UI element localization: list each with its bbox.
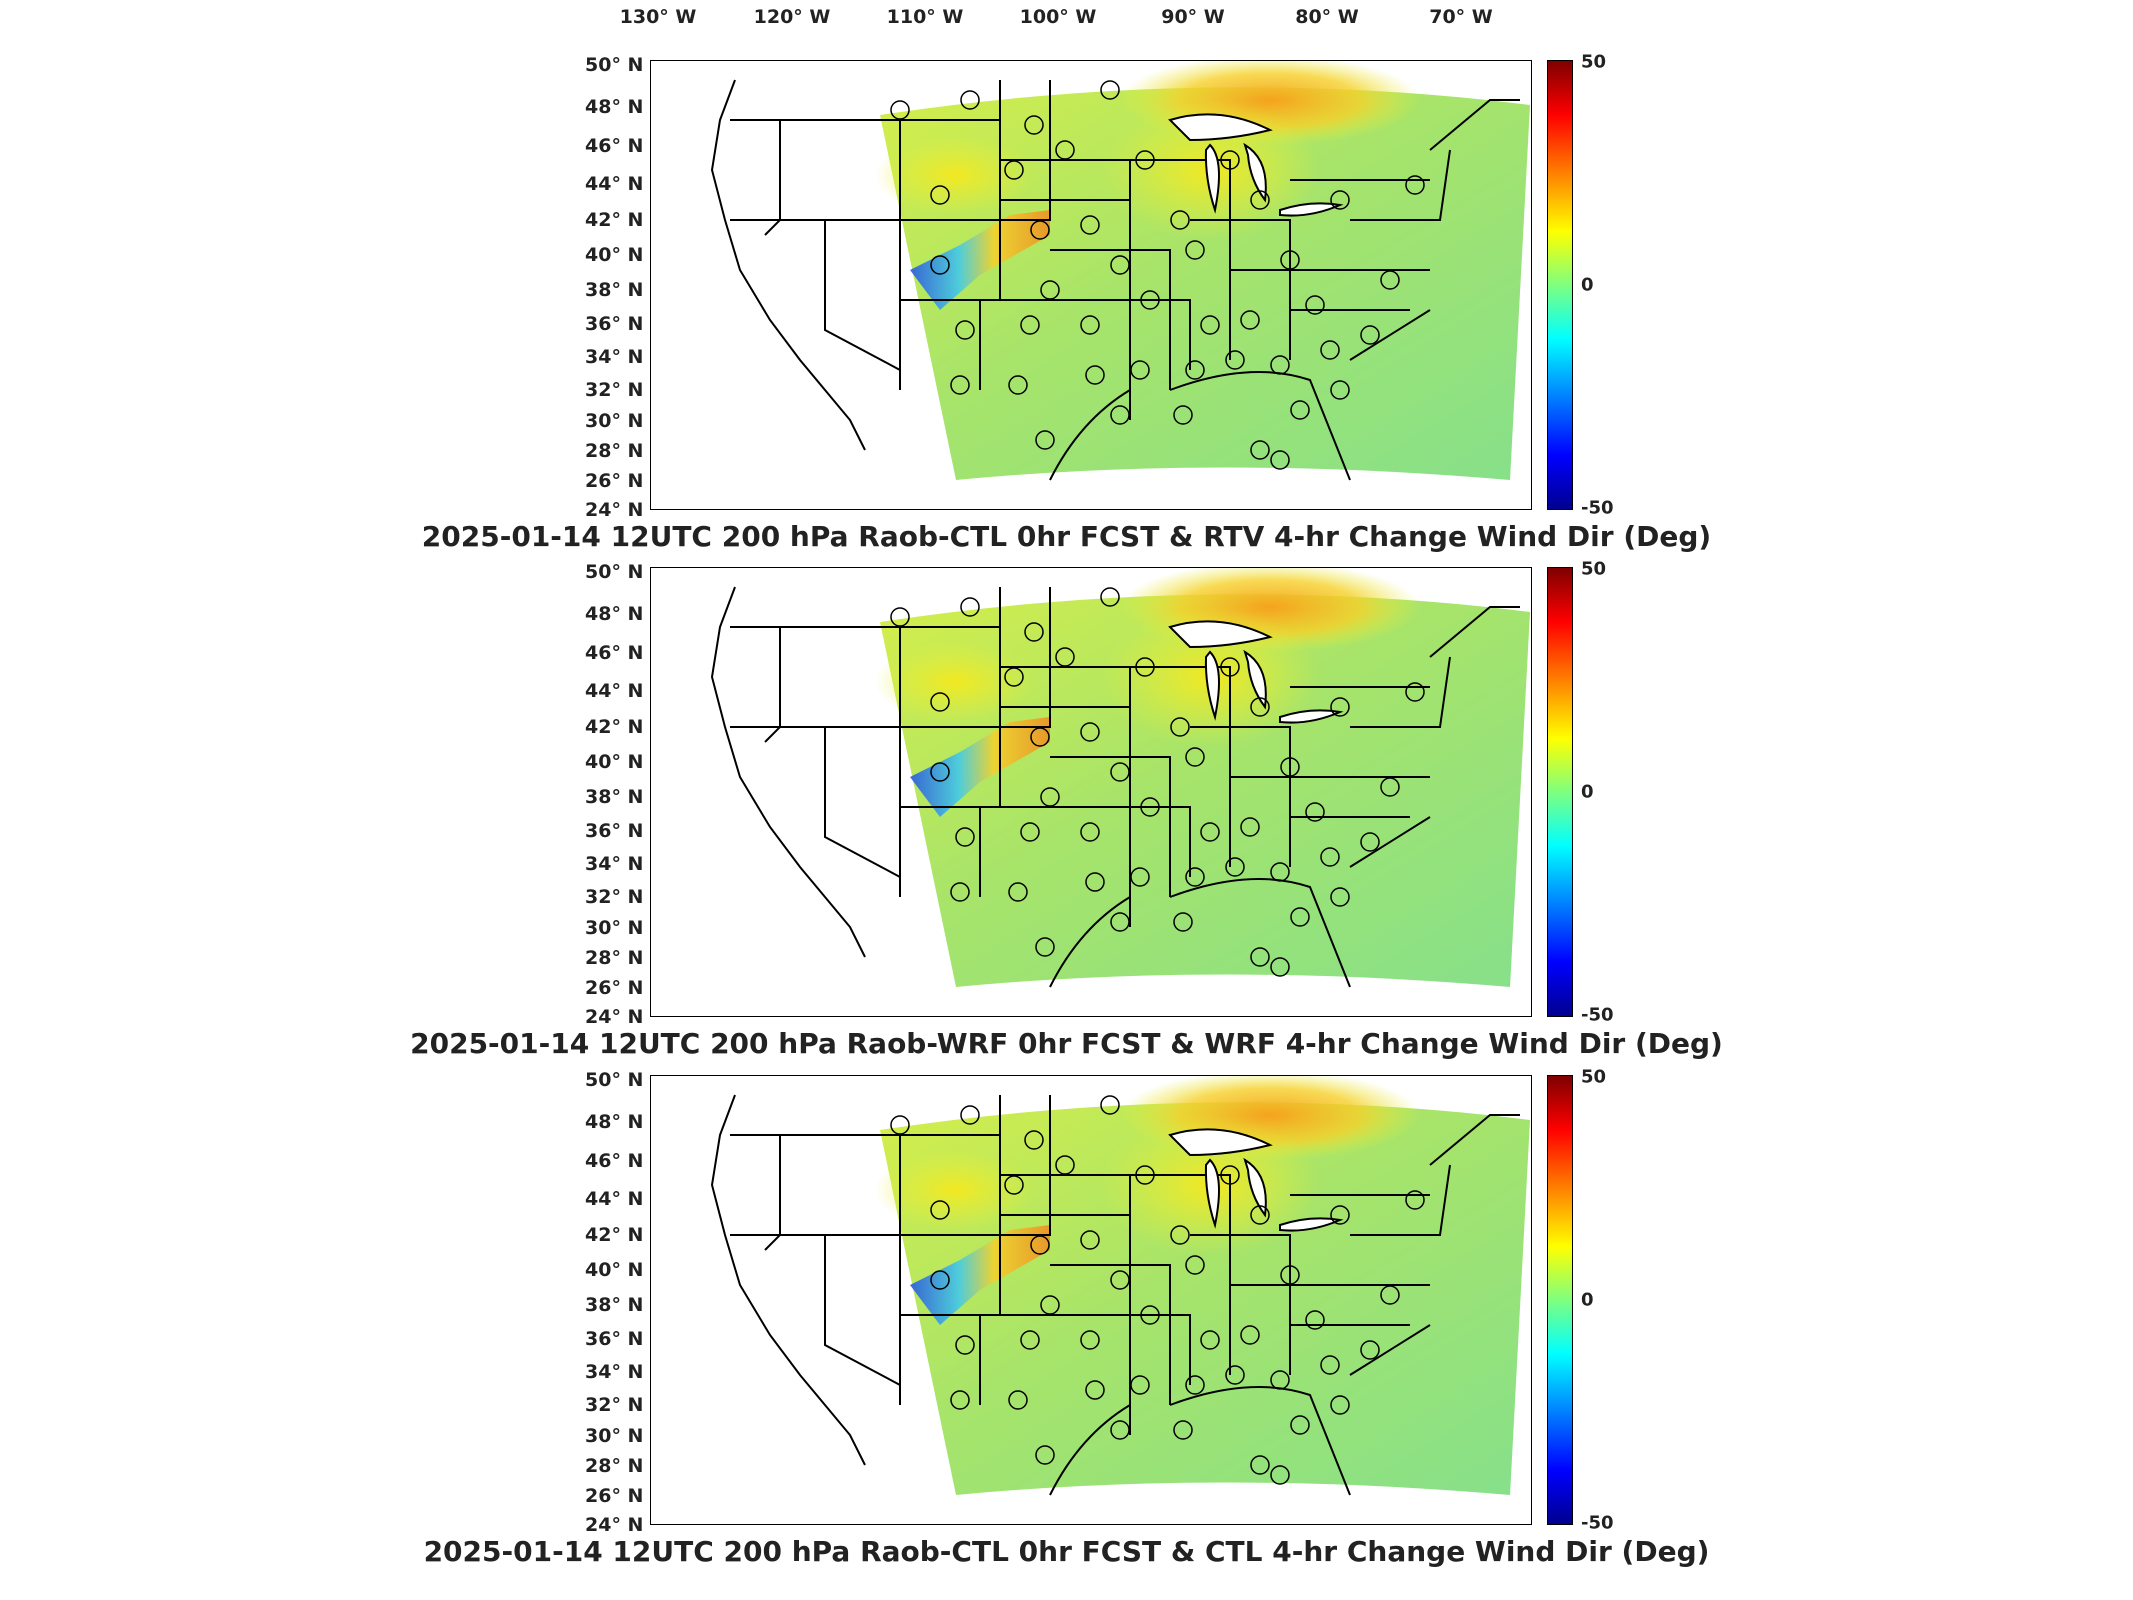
lat-label: 38° N xyxy=(585,1294,644,1316)
lat-label: 50° N xyxy=(585,54,644,76)
lon-label: 90° W xyxy=(1161,6,1225,28)
lon-label: 120° W xyxy=(753,6,831,28)
lat-label: 40° N xyxy=(585,1259,644,1281)
lat-label: 48° N xyxy=(585,603,644,625)
panel-title: 2025-01-14 12UTC 200 hPa Raob-CTL 0hr FC… xyxy=(421,520,1712,553)
lat-label: 30° N xyxy=(585,1425,644,1447)
lat-label: 36° N xyxy=(585,313,644,335)
panel-title: 2025-01-14 12UTC 200 hPa Raob-WRF 0hr FC… xyxy=(410,1027,1723,1060)
wind-dir-map xyxy=(650,60,1532,510)
lat-label: 42° N xyxy=(585,209,644,231)
colorbar-max-label: 50 xyxy=(1581,1066,1607,1088)
lat-label: 48° N xyxy=(585,1111,644,1133)
colorbar-min-label: -50 xyxy=(1581,497,1614,519)
lat-label: 36° N xyxy=(585,1328,644,1350)
lat-label: 32° N xyxy=(585,1394,644,1416)
lat-label: 26° N xyxy=(585,977,644,999)
lat-label: 24° N xyxy=(585,1514,644,1536)
lat-label: 24° N xyxy=(585,499,644,521)
colorbar-min-label: -50 xyxy=(1581,1512,1614,1534)
lat-label: 46° N xyxy=(585,642,644,664)
lat-label: 50° N xyxy=(585,1069,644,1091)
colorbar xyxy=(1547,567,1573,1017)
lat-label: 42° N xyxy=(585,1224,644,1246)
colorbar-max-label: 50 xyxy=(1581,51,1607,73)
lon-label: 100° W xyxy=(1019,6,1097,28)
lat-label: 26° N xyxy=(585,470,644,492)
panel-title: 2025-01-14 12UTC 200 hPa Raob-CTL 0hr FC… xyxy=(423,1535,1710,1568)
lat-label: 40° N xyxy=(585,244,644,266)
colorbar-mid-label: 0 xyxy=(1581,1289,1594,1311)
wind-dir-map xyxy=(650,567,1532,1017)
lon-label: 110° W xyxy=(886,6,964,28)
wind-dir-map xyxy=(650,1075,1532,1525)
lat-label: 24° N xyxy=(585,1006,644,1028)
lat-label: 28° N xyxy=(585,440,644,462)
lon-label: 70° W xyxy=(1429,6,1493,28)
lat-label: 42° N xyxy=(585,716,644,738)
colorbar-mid-label: 0 xyxy=(1581,781,1594,803)
lat-label: 46° N xyxy=(585,1150,644,1172)
colorbar-min-label: -50 xyxy=(1581,1004,1614,1026)
lat-label: 40° N xyxy=(585,751,644,773)
lat-label: 34° N xyxy=(585,1361,644,1383)
lat-label: 34° N xyxy=(585,346,644,368)
map-panel: 50° N 48° N 46° N 44° N 42° N 40° N 38° … xyxy=(0,52,2133,570)
lon-label: 130° W xyxy=(619,6,697,28)
lat-label: 32° N xyxy=(585,886,644,908)
lat-label: 38° N xyxy=(585,279,644,301)
lat-label: 46° N xyxy=(585,135,644,157)
colorbar-mid-label: 0 xyxy=(1581,274,1594,296)
lat-label: 44° N xyxy=(585,173,644,195)
lat-label: 50° N xyxy=(585,561,644,583)
colorbar xyxy=(1547,60,1573,510)
lat-label: 36° N xyxy=(585,820,644,842)
colorbar-max-label: 50 xyxy=(1581,558,1607,580)
lat-label: 30° N xyxy=(585,410,644,432)
lat-label: 26° N xyxy=(585,1485,644,1507)
lon-label: 80° W xyxy=(1295,6,1359,28)
lat-label: 38° N xyxy=(585,786,644,808)
map-panel: 50° N 48° N 46° N 44° N 42° N 40° N 38° … xyxy=(0,559,2133,1077)
lat-label: 34° N xyxy=(585,853,644,875)
lat-label: 32° N xyxy=(585,379,644,401)
lat-label: 28° N xyxy=(585,1455,644,1477)
lat-label: 48° N xyxy=(585,96,644,118)
colorbar xyxy=(1547,1075,1573,1525)
lat-label: 44° N xyxy=(585,1188,644,1210)
lat-label: 28° N xyxy=(585,947,644,969)
lat-label: 44° N xyxy=(585,680,644,702)
map-panel: 50° N 48° N 46° N 44° N 42° N 40° N 38° … xyxy=(0,1067,2133,1585)
lat-label: 30° N xyxy=(585,917,644,939)
